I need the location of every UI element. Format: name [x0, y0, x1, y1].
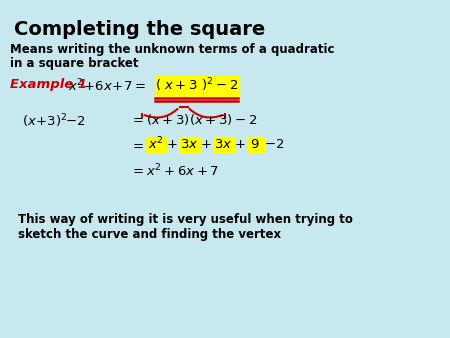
Text: Completing the square: Completing the square	[14, 20, 265, 39]
Text: $= x^2 + 6x + 7$: $= x^2 + 6x + 7$	[130, 163, 219, 179]
FancyBboxPatch shape	[179, 137, 199, 151]
Text: $9$: $9$	[250, 138, 260, 150]
FancyBboxPatch shape	[154, 75, 239, 96]
FancyBboxPatch shape	[247, 137, 264, 151]
Text: $-2$: $-2$	[264, 138, 284, 150]
Text: $\left(x\!+\!3\right)^2\!\!-\!2$: $\left(x\!+\!3\right)^2\!\!-\!2$	[22, 112, 86, 129]
Text: Means writing the unknown terms of a quadratic: Means writing the unknown terms of a qua…	[10, 43, 334, 56]
Text: in a square bracket: in a square bracket	[10, 57, 139, 70]
Text: $x^2\!+\!6x\!+\!7=$: $x^2\!+\!6x\!+\!7=$	[68, 78, 146, 95]
Text: Example 1: Example 1	[10, 78, 87, 91]
Text: $3x$: $3x$	[214, 138, 232, 150]
Text: sketch the curve and finding the vertex: sketch the curve and finding the vertex	[18, 228, 281, 241]
Text: $x^2$: $x^2$	[148, 136, 163, 152]
Text: $+$: $+$	[166, 138, 178, 150]
FancyBboxPatch shape	[145, 137, 166, 151]
Text: $+$: $+$	[200, 138, 212, 150]
Text: $=$: $=$	[130, 138, 144, 151]
Text: $( \ x+3 \ )^2-2$: $( \ x+3 \ )^2-2$	[155, 77, 238, 94]
Text: $3x$: $3x$	[180, 138, 198, 150]
FancyBboxPatch shape	[212, 137, 234, 151]
Text: This way of writing it is very useful when trying to: This way of writing it is very useful wh…	[18, 213, 353, 226]
Text: $+$: $+$	[234, 138, 246, 150]
Text: $= (x + 3)(x + 3) -2$: $= (x + 3)(x + 3) -2$	[130, 112, 257, 127]
